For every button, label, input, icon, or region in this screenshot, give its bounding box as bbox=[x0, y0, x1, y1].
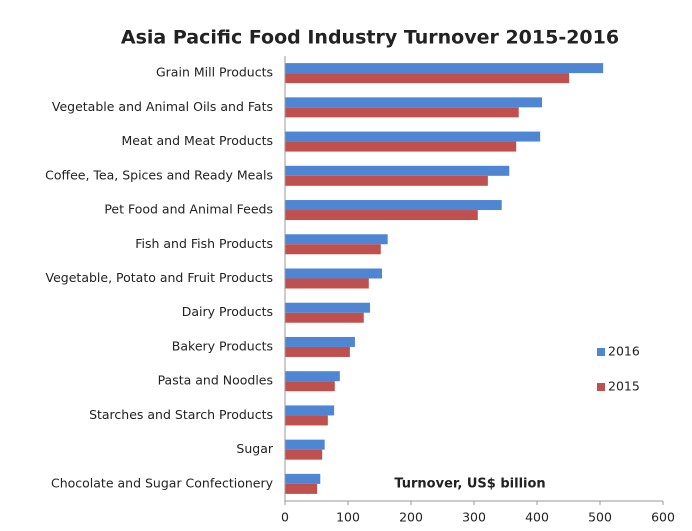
bar bbox=[285, 439, 325, 450]
y-tick-label: Vegetable and Animal Oils and Fats bbox=[52, 99, 273, 114]
bar bbox=[285, 210, 478, 221]
bar bbox=[285, 73, 570, 84]
bar bbox=[285, 381, 335, 392]
bar bbox=[285, 336, 355, 347]
x-tick-label: 600 bbox=[651, 510, 675, 525]
bar bbox=[285, 278, 369, 289]
bar bbox=[285, 141, 517, 152]
bar bbox=[285, 165, 510, 176]
legend-swatch bbox=[597, 348, 605, 356]
bar bbox=[285, 346, 350, 357]
y-tick-label: Vegetable, Potato and Fruit Products bbox=[46, 270, 273, 285]
y-tick-label: Pasta and Noodles bbox=[158, 373, 273, 388]
y-tick-label: Pet Food and Animal Feeds bbox=[104, 202, 273, 217]
bar bbox=[285, 312, 364, 323]
legend-label: 2015 bbox=[608, 379, 640, 394]
legend-swatch bbox=[597, 383, 605, 391]
x-tick-label: 100 bbox=[336, 510, 360, 525]
y-tick-label: Sugar bbox=[236, 441, 273, 456]
y-tick-label: Bakery Products bbox=[172, 338, 273, 353]
y-tick-label: Fish and Fish Products bbox=[135, 236, 273, 251]
bar bbox=[285, 175, 488, 186]
legend-label: 2016 bbox=[608, 344, 640, 359]
bar bbox=[285, 63, 604, 74]
bar bbox=[285, 415, 328, 426]
bar bbox=[285, 473, 321, 484]
x-tick-label: 200 bbox=[399, 510, 423, 525]
x-tick-label: 0 bbox=[281, 510, 289, 525]
bar bbox=[285, 371, 340, 382]
y-tick-label: Starches and Starch Products bbox=[89, 407, 273, 422]
y-tick-label: Meat and Meat Products bbox=[122, 133, 273, 148]
x-axis-title: Turnover, US$ billion bbox=[394, 477, 545, 492]
x-tick-label: 400 bbox=[525, 510, 549, 525]
bar bbox=[285, 244, 381, 255]
y-tick-label: Chocolate and Sugar Confectionery bbox=[51, 475, 274, 490]
bar bbox=[285, 97, 543, 108]
bar bbox=[285, 302, 371, 313]
bar bbox=[285, 200, 502, 211]
bar bbox=[285, 234, 388, 245]
bar bbox=[285, 405, 335, 416]
bar bbox=[285, 449, 323, 460]
chart-title: Asia Pacific Food Industry Turnover 2015… bbox=[121, 27, 619, 49]
y-tick-label: Coffee, Tea, Spices and Ready Meals bbox=[45, 167, 273, 182]
bar bbox=[285, 483, 318, 494]
x-tick-label: 500 bbox=[588, 510, 612, 525]
bar bbox=[285, 131, 541, 142]
y-tick-label: Dairy Products bbox=[182, 304, 273, 319]
x-tick-label: 300 bbox=[462, 510, 486, 525]
bar bbox=[285, 107, 519, 118]
bar bbox=[285, 268, 383, 279]
y-tick-label: Grain Mill Products bbox=[156, 65, 273, 80]
